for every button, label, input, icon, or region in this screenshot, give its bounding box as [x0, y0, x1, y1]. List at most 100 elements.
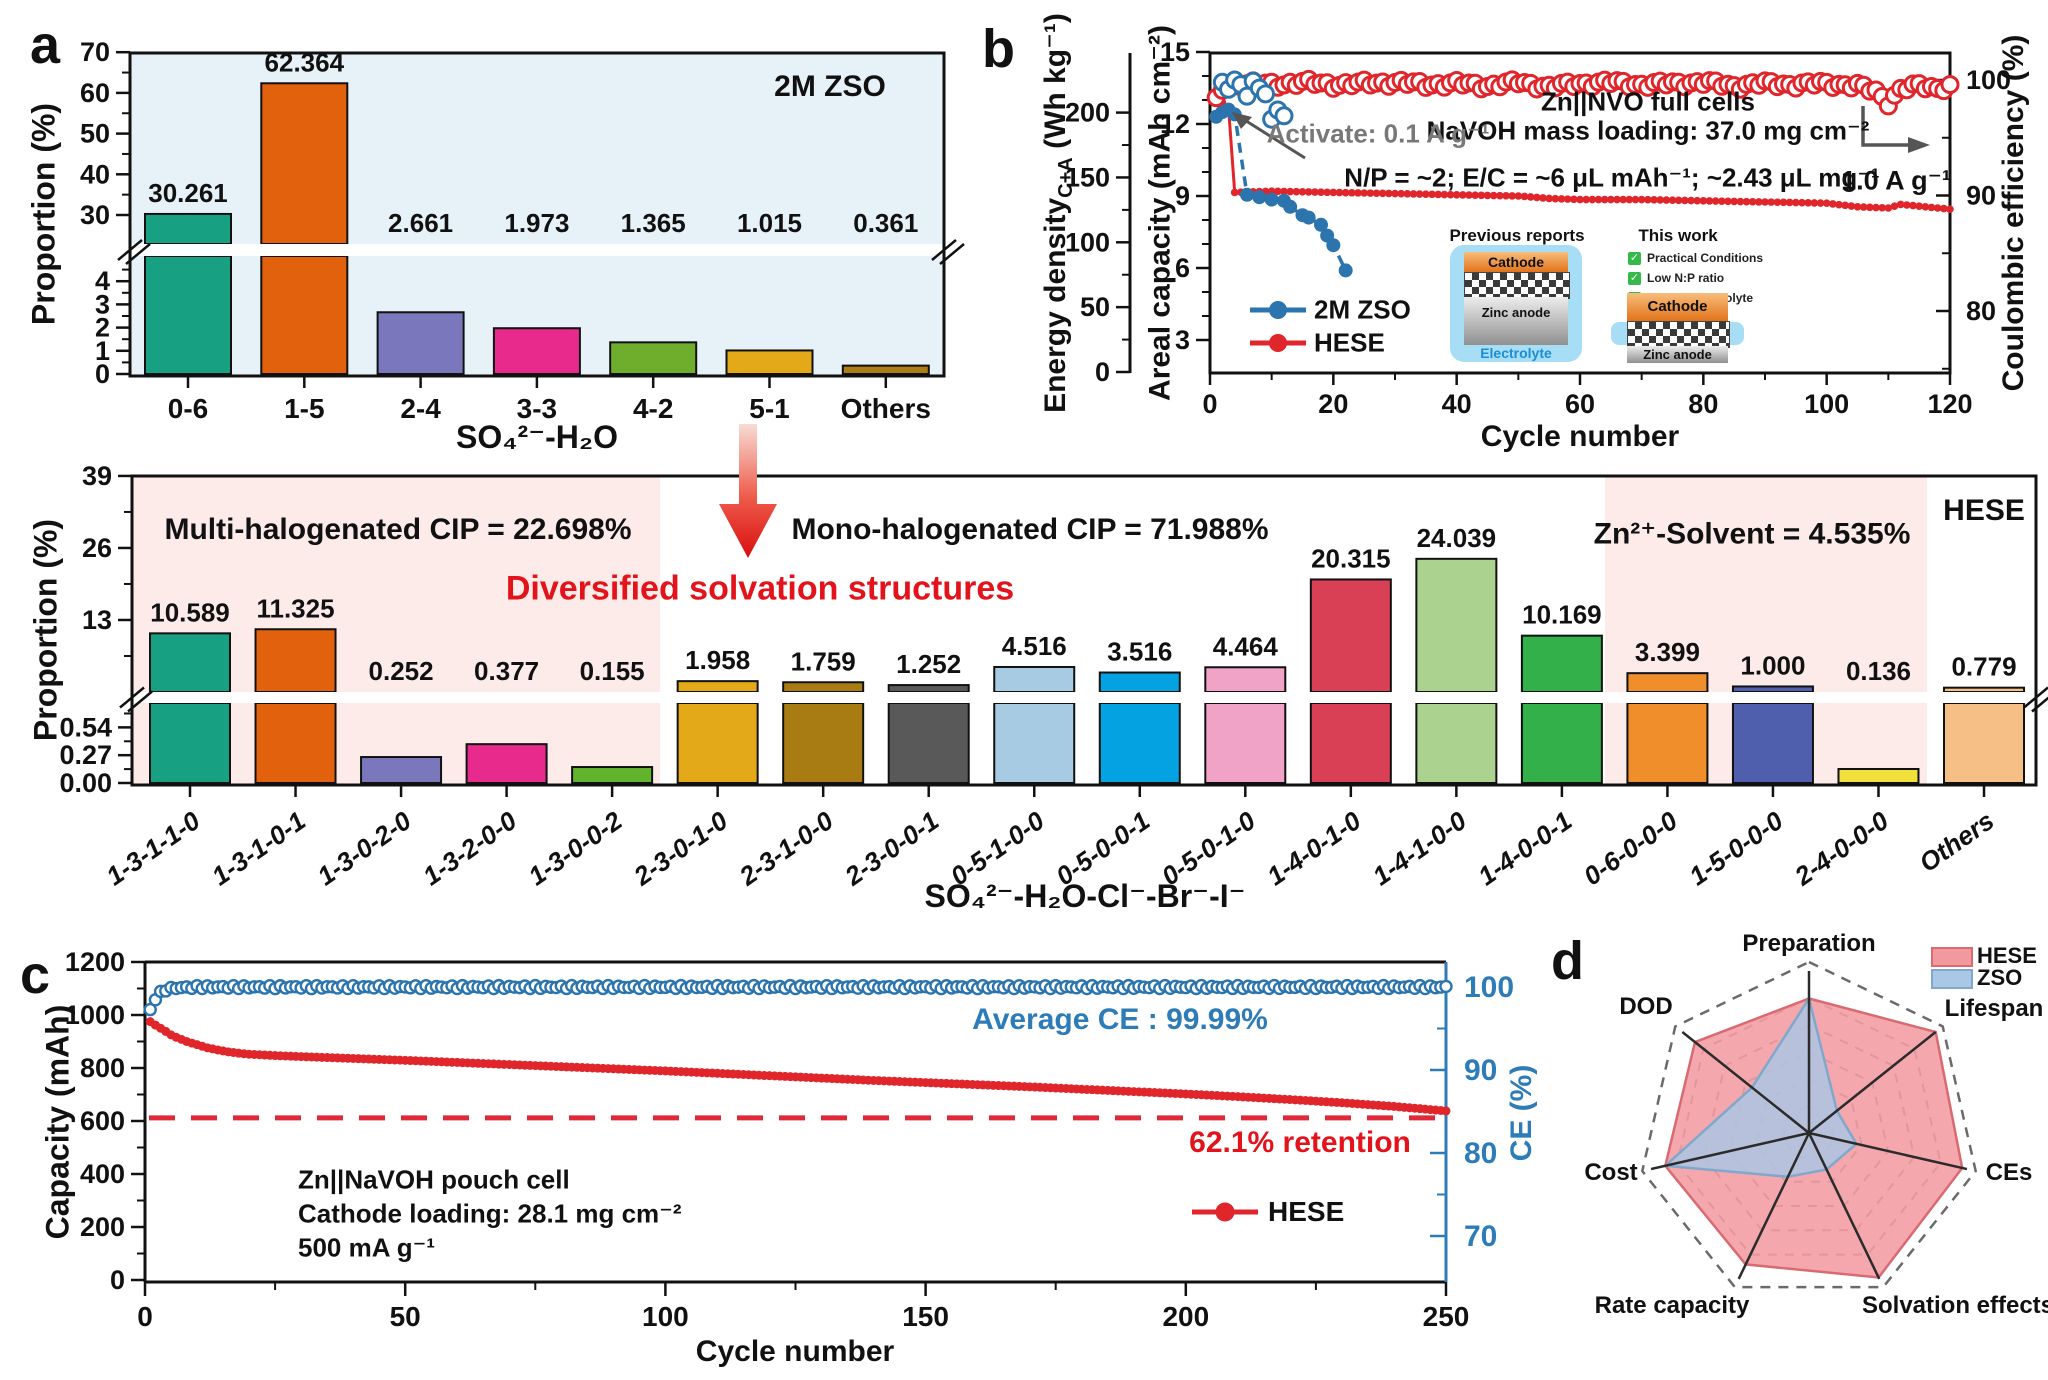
svg-text:150: 150	[902, 1301, 949, 1332]
svg-text:0.377: 0.377	[474, 656, 539, 686]
svg-text:0: 0	[1095, 357, 1110, 387]
bar-1-4-0-1-0	[1309, 702, 1392, 784]
inset-thiswork-title: This work	[1638, 226, 1718, 245]
svg-text:3.516: 3.516	[1107, 637, 1172, 667]
panel-b-loading-annotation: NaVOH mass loading: 37.0 mg cm⁻²	[1426, 115, 1870, 146]
axis-arrow-icon	[1861, 106, 1930, 153]
svg-text:30: 30	[80, 200, 110, 230]
bar-5-1	[725, 349, 814, 375]
panel-a-xlabel: SO₄²⁻-H₂O	[456, 419, 618, 455]
svg-text:50: 50	[1080, 292, 1110, 322]
svg-text:400: 400	[80, 1159, 125, 1189]
inset-thiswork-zinc-anode: Zinc anode	[1627, 346, 1728, 363]
inset-prev-separator	[1464, 272, 1570, 299]
svg-text:40: 40	[1442, 389, 1472, 419]
svg-text:1000: 1000	[65, 1000, 125, 1030]
radar-legend-zso-label: ZSO	[1977, 965, 2023, 990]
panel-b-cell-annotation: Zn||NVO full cells	[1541, 86, 1755, 117]
svg-text:0: 0	[95, 359, 110, 389]
svg-text:39: 39	[82, 461, 112, 491]
inset-check-practical: ✓ Practical Conditions	[1628, 251, 1764, 265]
svg-text:Others: Others	[841, 393, 931, 424]
annotation-arrow-icon	[1242, 117, 1306, 160]
svg-text:11.325: 11.325	[256, 593, 334, 623]
svg-text:70: 70	[1464, 1220, 1497, 1253]
panel-d-letter: d	[1551, 931, 1584, 991]
panel-c-loading-text: Cathode loading: 28.1 mg cm⁻²	[298, 1198, 682, 1229]
svg-text:80: 80	[1966, 296, 1996, 326]
bar-1-5-0-0-0	[1731, 702, 1814, 784]
svg-text:100: 100	[1464, 971, 1514, 1004]
svg-text:0.252: 0.252	[369, 656, 434, 686]
svg-text:10.169: 10.169	[1522, 600, 1602, 630]
radar-axis-solvation: Solvation effects	[1861, 1292, 2048, 1319]
svg-text:0.136: 0.136	[1846, 656, 1911, 686]
svg-text:2.661: 2.661	[388, 208, 453, 238]
svg-text:70: 70	[80, 37, 110, 67]
svg-text:1-4-0-1-0: 1-4-0-1-0	[1261, 805, 1366, 891]
radar-axis-dod: DOD	[1619, 993, 1673, 1020]
hese-mono-region-label: Mono-halogenated CIP = 71.988%	[791, 513, 1269, 546]
radar-chart	[1640, 960, 1978, 1289]
svg-text:0-6: 0-6	[168, 393, 208, 424]
svg-text:1.973: 1.973	[504, 208, 569, 238]
panel-c-ylabel-ce: CE (%)	[1505, 1064, 1538, 1162]
bar-3-3	[492, 327, 581, 376]
bar-2-3-1-0-0	[782, 702, 865, 784]
panel-b-ylabel-ce: Coulombic efficiency (%)	[1997, 34, 2030, 392]
svg-text:3-3: 3-3	[517, 393, 557, 424]
svg-text:50: 50	[390, 1301, 421, 1332]
svg-text:0-6-0-0-0: 0-6-0-0-0	[1578, 805, 1683, 891]
svg-text:0: 0	[110, 1265, 125, 1295]
svg-text:1-4-0-0-1: 1-4-0-0-1	[1473, 805, 1578, 891]
bar-2-4	[376, 311, 465, 375]
bar-0-5-0-1-0	[1204, 702, 1287, 784]
svg-text:1: 1	[95, 336, 110, 366]
panel-b-letter: b	[982, 19, 1015, 79]
svg-text:3.399: 3.399	[1635, 637, 1700, 667]
check-icon: ✓	[1628, 271, 1641, 285]
bar-2-4-0-0-0	[1837, 767, 1920, 785]
svg-text:4.516: 4.516	[1002, 631, 1067, 661]
legend-zso-marker	[1269, 301, 1287, 319]
svg-text:1-5: 1-5	[284, 393, 324, 424]
inset-electrolyte-label: Electrolyte	[1480, 345, 1552, 361]
panel-c-xlabel: Cycle number	[695, 1335, 895, 1368]
bar-1-4-0-0-1	[1520, 702, 1603, 784]
svg-text:0.155: 0.155	[580, 656, 645, 686]
svg-text:200: 200	[1162, 1301, 1209, 1332]
panel-c-legend-hese-label: HESE	[1268, 1196, 1345, 1227]
svg-text:1-5-0-0-0: 1-5-0-0-0	[1684, 805, 1789, 891]
radar-legend-hese-label: HESE	[1977, 943, 2037, 968]
bar-2-3-0-0-1	[887, 702, 970, 784]
svg-text:5-1: 5-1	[749, 393, 789, 424]
panel-c-letter: c	[20, 945, 51, 1005]
bar-1-5	[260, 255, 349, 375]
svg-text:0.27: 0.27	[59, 740, 112, 770]
svg-text:0: 0	[137, 1301, 153, 1332]
hese-diversified-label: Diversified solvation structures	[505, 569, 1015, 608]
svg-text:1.958: 1.958	[685, 645, 750, 675]
bar-0-5-1-0-0	[993, 702, 1076, 784]
svg-text:100: 100	[1065, 227, 1110, 257]
bar-1-4-1-0-0	[1415, 702, 1498, 784]
svg-text:10.589: 10.589	[150, 597, 230, 627]
svg-text:0: 0	[1202, 389, 1217, 419]
svg-text:60: 60	[80, 78, 110, 108]
panel-c-ylabel: Capacity (mAh)	[39, 1004, 76, 1240]
svg-text:100: 100	[642, 1301, 689, 1332]
legend-hese-marker	[1269, 334, 1287, 352]
svg-text:1-4-1-0-0: 1-4-1-0-0	[1367, 805, 1472, 891]
panel-b-ylabel-areal: Areal capacity (mAh cm⁻²)	[1143, 25, 1177, 401]
hese-panel-tag: HESE	[1943, 494, 2025, 527]
hese-multi-region-label: Multi-halogenated CIP = 22.698%	[164, 513, 632, 546]
check-icon: ✓	[1628, 251, 1641, 265]
bar-1-3-0-2-0	[360, 756, 443, 785]
svg-text:12: 12	[1160, 109, 1190, 139]
svg-text:1-3-0-2-0: 1-3-0-2-0	[312, 805, 417, 891]
down-arrow-icon	[719, 424, 777, 558]
radar-axis-ces: CEs	[1985, 1159, 2033, 1186]
svg-text:100: 100	[1966, 65, 2011, 95]
svg-text:250: 250	[1423, 1301, 1470, 1332]
